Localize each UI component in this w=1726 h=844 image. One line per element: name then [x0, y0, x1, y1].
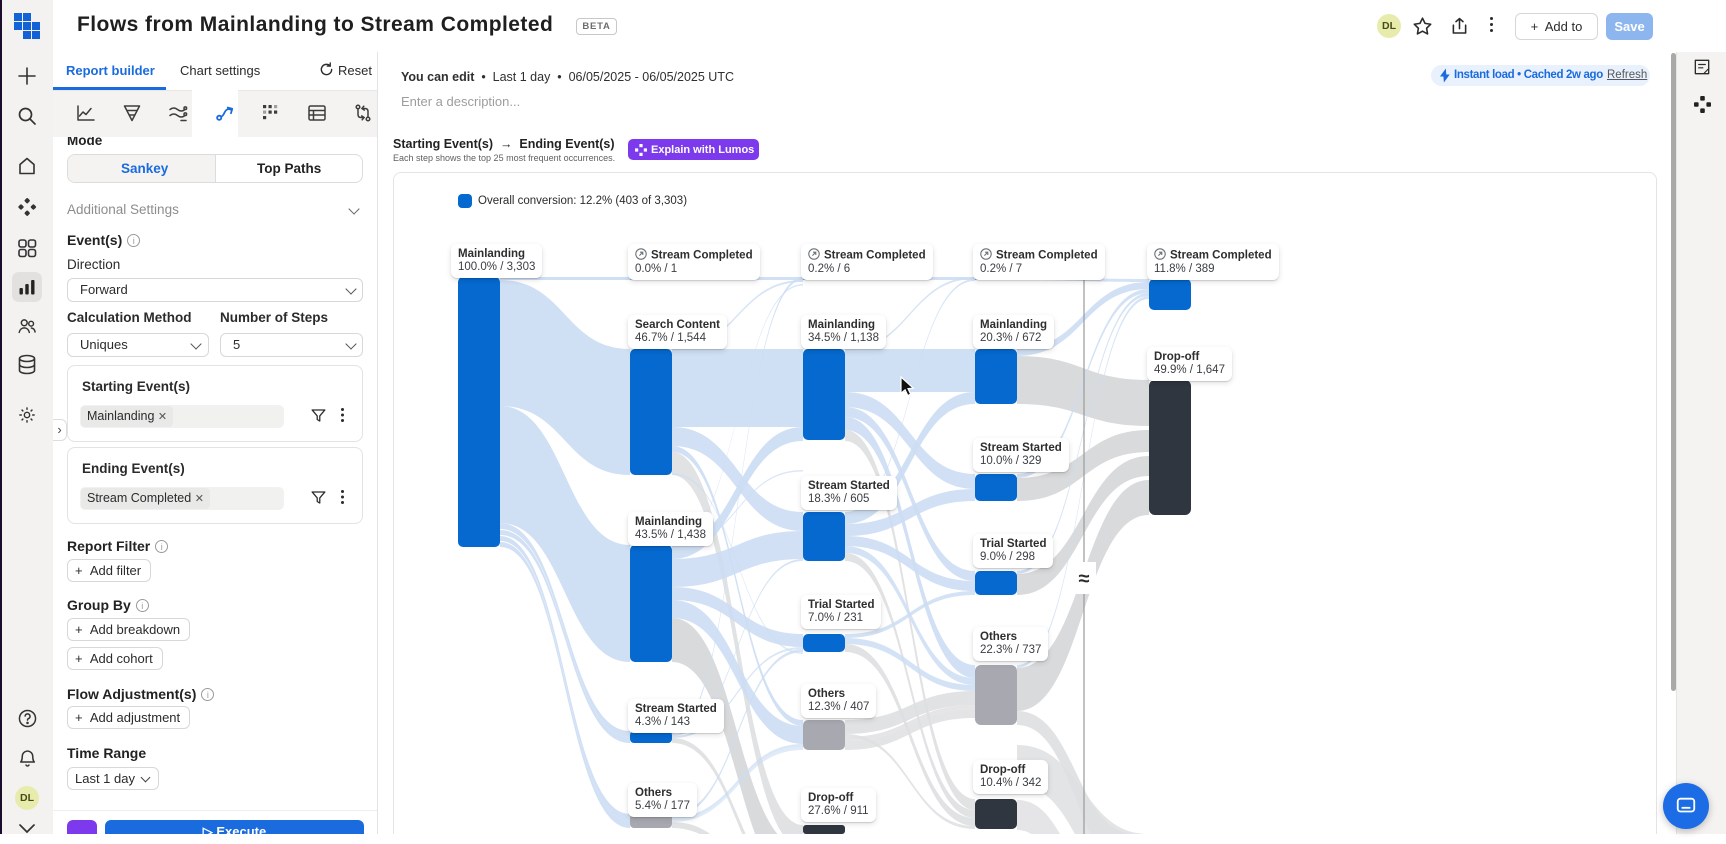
svg-text:≈: ≈ [1079, 568, 1090, 590]
